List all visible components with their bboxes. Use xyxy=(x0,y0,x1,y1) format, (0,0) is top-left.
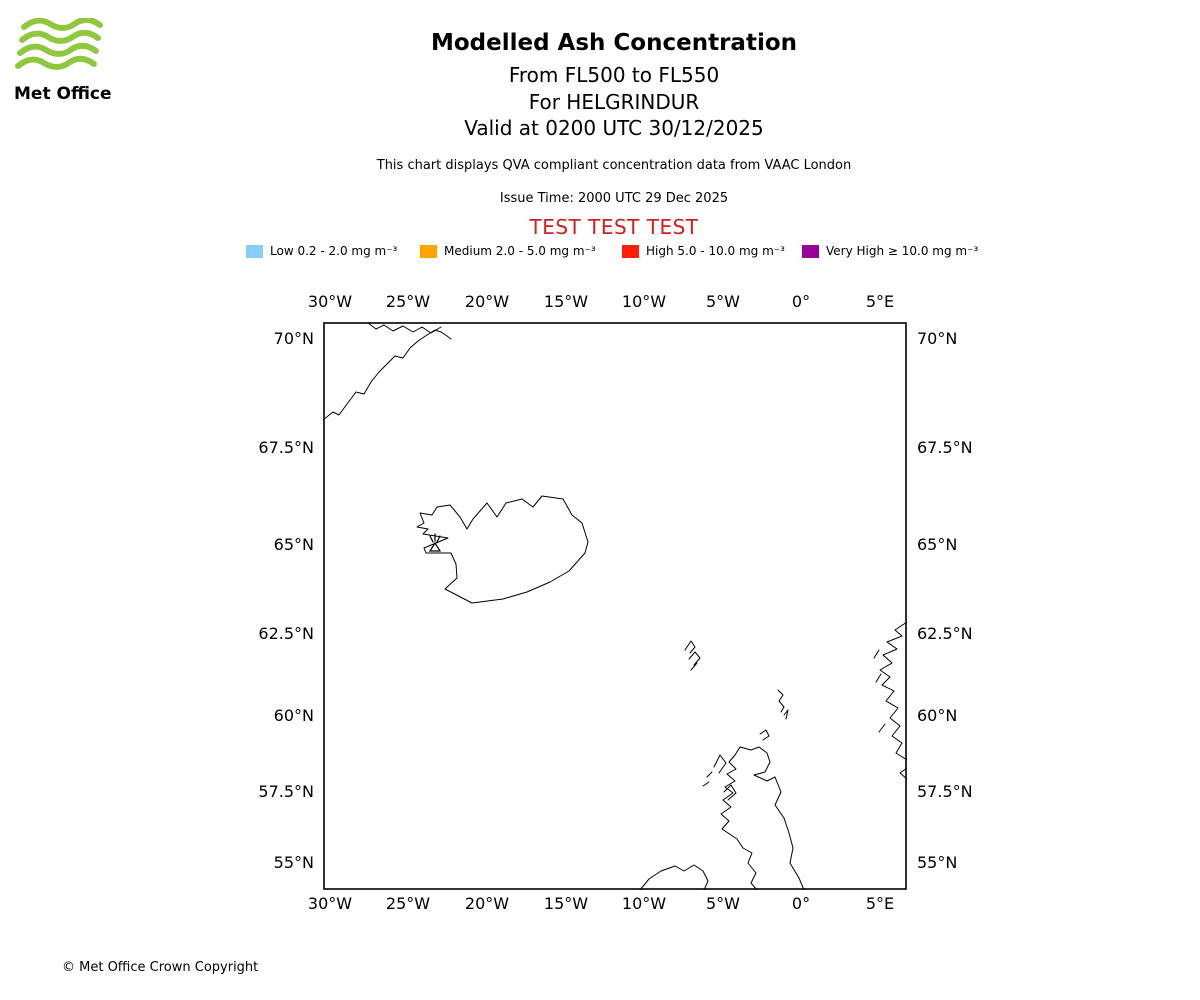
coastline-norway xyxy=(879,621,908,761)
legend-item-high: High 5.0 - 10.0 mg m⁻³ xyxy=(622,244,785,258)
lon-label: 15°W xyxy=(543,894,589,913)
lon-label: 30°W xyxy=(307,292,353,311)
coastline-faroes xyxy=(684,640,696,654)
test-banner: TEST TEST TEST xyxy=(529,215,699,239)
lon-label: 10°W xyxy=(621,292,667,311)
qva-note: This chart displays QVA compliant concen… xyxy=(376,158,852,173)
legend-label-very-high: Very High ≥ 10.0 mg m⁻³ xyxy=(826,244,979,258)
lat-label: 57.5°N xyxy=(917,782,973,801)
lat-label: 65°N xyxy=(917,535,958,554)
legend-swatch-high xyxy=(622,244,639,258)
coastline-ireland xyxy=(639,864,709,891)
legend-label-medium: Medium 2.0 - 5.0 mg m⁻³ xyxy=(444,244,596,258)
lat-label: 60°N xyxy=(917,706,958,725)
lon-label: 25°W xyxy=(385,292,431,311)
lon-label: 0° xyxy=(791,292,811,311)
legend-item-low: Low 0.2 - 2.0 mg m⁻³ xyxy=(246,244,397,258)
lat-label: 60°N xyxy=(273,706,314,725)
map-canvas xyxy=(322,322,908,891)
lon-label: 25°W xyxy=(385,894,431,913)
lat-label: 55°N xyxy=(273,853,314,872)
legend-item-medium: Medium 2.0 - 5.0 mg m⁻³ xyxy=(420,244,596,258)
coastline-shetland xyxy=(783,709,789,720)
lat-label: 67.5°N xyxy=(917,438,973,457)
volcano-marker-icon xyxy=(428,533,442,552)
legend-item-very-high: Very High ≥ 10.0 mg m⁻³ xyxy=(802,244,978,258)
legend-swatch-medium xyxy=(420,244,437,258)
logo-waves-icon xyxy=(15,16,103,70)
lon-label: 0° xyxy=(791,894,811,913)
volcano-subtitle: For HELGRINDUR xyxy=(528,90,700,114)
coastline-hebrides xyxy=(713,754,727,774)
coastline-norway-south xyxy=(899,767,908,780)
lon-label: 5°W xyxy=(706,894,740,913)
coastline-hebrides xyxy=(702,781,710,787)
coastline-norway-islands xyxy=(875,673,882,683)
coastline-greenland-fjords xyxy=(367,322,442,334)
coastline-shetland xyxy=(777,689,785,713)
flight-levels-subtitle: From FL500 to FL550 xyxy=(508,63,720,87)
issue-time: Issue Time: 2000 UTC 29 Dec 2025 xyxy=(499,191,729,206)
coastline-hebrides xyxy=(723,784,737,801)
coastline-faroes xyxy=(688,651,701,666)
logo-text: Met Office xyxy=(14,84,112,104)
lon-label: 30°W xyxy=(307,894,353,913)
legend-swatch-low xyxy=(246,244,263,258)
lat-label: 55°N xyxy=(917,853,958,872)
map-border xyxy=(323,322,907,890)
coastline-hebrides xyxy=(706,771,713,778)
coastline-britain-east xyxy=(739,746,805,891)
lat-label: 70°N xyxy=(273,329,314,348)
lon-label: 15°W xyxy=(543,292,589,311)
legend-label-high: High 5.0 - 10.0 mg m⁻³ xyxy=(646,244,785,258)
lon-label: 20°W xyxy=(464,292,510,311)
valid-time-subtitle: Valid at 0200 UTC 30/12/2025 xyxy=(464,116,764,140)
map-svg xyxy=(322,322,908,891)
coastline-greenland xyxy=(322,329,452,421)
lon-label: 10°W xyxy=(621,894,667,913)
met-office-logo: Met Office xyxy=(14,16,124,104)
lon-label: 5°E xyxy=(865,292,895,311)
lat-label: 57.5°N xyxy=(258,782,314,801)
coastline-norway-islands xyxy=(878,723,886,733)
coastline-faroes xyxy=(690,662,698,671)
coastline-orkney xyxy=(759,729,770,741)
legend-swatch-very-high xyxy=(802,244,819,258)
page-title: Modelled Ash Concentration xyxy=(430,30,798,56)
lat-label: 70°N xyxy=(917,329,958,348)
lat-label: 62.5°N xyxy=(258,624,314,643)
lon-label: 20°W xyxy=(464,894,510,913)
coastline-britain-west xyxy=(720,746,758,891)
copyright-notice: © Met Office Crown Copyright xyxy=(62,960,259,975)
coastline-iceland xyxy=(416,495,589,604)
lon-label: 5°W xyxy=(706,292,740,311)
lat-label: 65°N xyxy=(273,535,314,554)
coastline-norway-islands xyxy=(873,649,880,659)
lon-label: 5°E xyxy=(865,894,895,913)
lat-label: 62.5°N xyxy=(917,624,973,643)
lat-label: 67.5°N xyxy=(258,438,314,457)
legend-label-low: Low 0.2 - 2.0 mg m⁻³ xyxy=(270,244,398,258)
